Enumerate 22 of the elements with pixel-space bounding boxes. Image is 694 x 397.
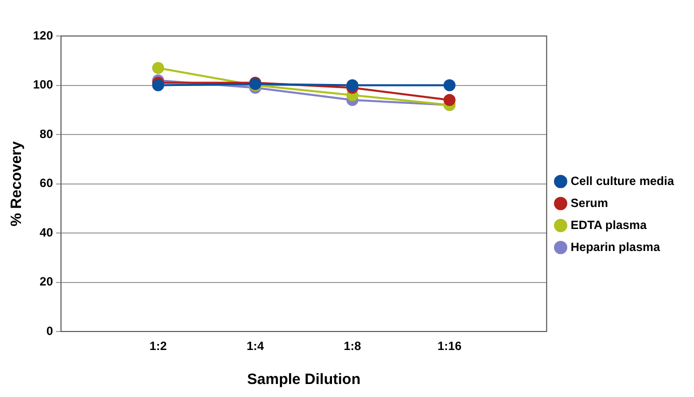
y-tick-label: 80 [40,126,54,141]
y-tick-label: 100 [32,78,54,92]
point [444,79,456,92]
legend-label: EDTA plasma [570,218,647,232]
point [444,94,456,106]
point [152,62,164,74]
legend-label: Cell culture media [570,174,674,188]
x-tick-label: 1:4 [246,339,264,354]
x-tick-label: 1:2 [149,339,168,354]
y-tick-label: 20 [40,274,54,289]
point [346,79,358,92]
point [152,79,164,92]
y-tick-label: 120 [32,28,54,42]
x-tick-label: 1:16 [437,339,462,354]
legend-label: Serum [570,196,608,210]
y-tick-label: 60 [40,176,54,190]
y-axis-title: % Recovery [8,140,26,226]
y-tick-label: 0 [46,324,54,338]
x-tick-label: 1:8 [344,339,362,354]
x-axis-title: Sample Dilution [247,371,360,388]
legend-label: Heparin plasma [570,240,660,254]
y-tick-label: 40 [40,225,54,240]
